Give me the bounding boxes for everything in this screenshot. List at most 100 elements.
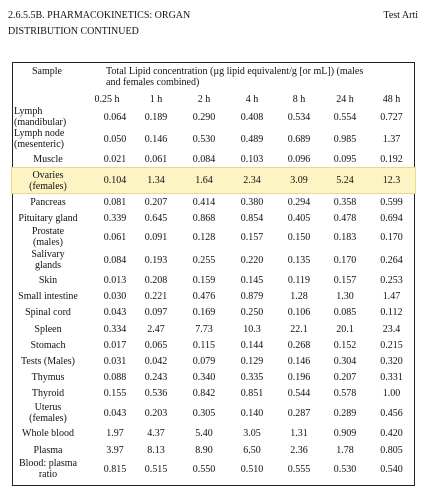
value-cell: 0.152 [333, 339, 357, 351]
value-cell: 0.129 [240, 355, 264, 367]
value-cell: 0.050 [103, 133, 127, 145]
table-body: Lymph (mandibular) 0.064 0.189 0.290 0.408 0.5… [11, 106, 416, 480]
value-cell: 0.476 [192, 291, 216, 302]
value-cell: 0.320 [380, 355, 403, 367]
value-cell: 0.193 [144, 254, 168, 266]
time-header: 1 h [149, 93, 163, 105]
value-cell: 0.081 [103, 196, 127, 208]
table-row: Thyroid 0.155 0.536 0.842 0.851 0.544 0.578 1.0… [12, 385, 415, 401]
value-cell: 0.334 [103, 323, 127, 335]
value-cell: 1.34 [132, 168, 180, 193]
sample-name-cell: Salivary glands [12, 248, 82, 272]
value-cell: 0.155 [103, 387, 127, 399]
value-cell: 0.294 [287, 196, 311, 208]
value-cell: 0.169 [192, 307, 216, 318]
value-cell: 0.207 [144, 196, 168, 208]
value-cell: 0.085 [333, 307, 357, 318]
value-cell: 0.135 [287, 254, 311, 266]
sample-name-cell: Tests (Males) [12, 353, 82, 369]
sample-name-line: Lymph node [14, 128, 65, 139]
sample-name-line: Plasma [33, 444, 63, 456]
sample-name-line: Whole blood [22, 428, 74, 439]
value-cell: 0.544 [287, 387, 311, 399]
value-cell: 0.064 [103, 111, 127, 123]
value-cell: 7.73 [195, 323, 213, 335]
value-cell: 0.268 [287, 339, 311, 351]
value-cell: 0.304 [333, 355, 357, 367]
value-cell: 8.90 [195, 444, 213, 456]
value-cell: 5.40 [195, 428, 213, 439]
value-cell: 0.112 [380, 307, 403, 318]
value-cell: 0.555 [287, 463, 311, 475]
value-cell: 0.095 [333, 153, 357, 165]
sample-name-line: Tests (Males) [20, 355, 75, 367]
value-cell: 12.3 [368, 168, 415, 193]
value-cell: 0.157 [240, 231, 264, 243]
table-row: Uterus (females) 0.043 0.203 0.305 0.140 0.287… [12, 401, 415, 425]
value-cell: 0.021 [103, 153, 127, 165]
value-cell: 1.30 [336, 291, 354, 302]
value-cell: 0.727 [380, 111, 403, 123]
value-cell: 0.868 [192, 213, 216, 224]
value-cell: 1.97 [106, 428, 124, 439]
table-row: Lymph (mandibular) 0.064 0.189 0.290 0.408 0.5… [12, 106, 415, 128]
value-cell: 2.34 [228, 168, 276, 193]
value-cell: 0.689 [287, 133, 311, 145]
value-cell: 0.243 [144, 371, 168, 383]
total-lipid-header-line-1: Total Lipid concentration (µg lipid equi… [106, 66, 364, 77]
page-title-line-2: DISTRIBUTION CONTINUED [8, 26, 139, 37]
value-cell: 6.50 [243, 444, 261, 456]
value-cell: 0.331 [380, 371, 403, 383]
sample-name-cell: Pituitary gland [12, 211, 82, 226]
value-cell: 0.128 [192, 231, 216, 243]
sample-name-line: Stomach [30, 339, 66, 351]
sample-name-line: (mandibular) [14, 117, 67, 128]
table-header-row: Sample Total Lipid concentration (µg lip… [12, 66, 415, 92]
value-cell: 0.192 [380, 153, 403, 165]
value-cell: 1.37 [382, 133, 401, 145]
value-cell: 0.183 [333, 231, 357, 243]
sample-name-line: Pituitary gland [18, 213, 78, 224]
sample-name-cell: Lymph (mandibular) [12, 106, 82, 128]
table-row: Thymus 0.088 0.243 0.340 0.335 0.196 0.207 0.33… [12, 369, 415, 385]
sample-name-line: Prostate [31, 226, 65, 237]
sample-name-cell: Skin [12, 272, 82, 289]
value-cell: 5.24 [322, 168, 368, 193]
sample-name-cell: Ovaries (females) [12, 168, 82, 193]
value-cell: 0.985 [333, 133, 357, 145]
value-cell: 1.64 [180, 168, 228, 193]
value-cell: 0.203 [144, 407, 168, 419]
value-cell: 0.196 [287, 371, 311, 383]
value-cell: 0.420 [380, 428, 403, 439]
value-cell: 0.253 [380, 275, 403, 286]
value-cell: 0.510 [240, 463, 264, 475]
sample-name-line: Ovaries [32, 169, 64, 181]
sample-name-cell: Plasma [12, 442, 82, 458]
table-row: Whole blood 1.97 4.37 5.40 3.05 1.31 0.909 0.42… [12, 425, 415, 442]
value-cell: 0.146 [144, 133, 168, 145]
sample-name-line: (females) [29, 180, 67, 192]
sample-name-cell: Muscle [12, 150, 82, 168]
value-cell: 0.645 [144, 213, 168, 224]
sample-column-header: Sample [32, 66, 62, 77]
sample-name-line: Uterus [34, 402, 62, 413]
value-cell: 0.215 [380, 339, 403, 351]
value-cell: 0.250 [240, 307, 264, 318]
time-header: 0.25 h [94, 93, 120, 105]
value-cell: 0.380 [240, 196, 264, 208]
value-cell: 0.031 [103, 355, 127, 367]
value-cell: 0.088 [103, 371, 127, 383]
table-row: Small intestine 0.030 0.221 0.476 0.879 1.28 1… [12, 289, 415, 304]
value-cell: 0.170 [333, 254, 357, 266]
value-cell: 0.489 [240, 133, 264, 145]
value-cell: 0.550 [192, 463, 216, 475]
value-cell: 0.456 [380, 407, 403, 419]
value-cell: 0.599 [380, 196, 403, 208]
value-cell: 0.140 [240, 407, 264, 419]
value-cell: 0.207 [333, 371, 357, 383]
value-cell: 0.530 [333, 463, 357, 475]
value-cell: 0.408 [240, 111, 264, 123]
table-row: Spinal cord 0.043 0.097 0.169 0.250 0.106 0.08… [12, 304, 415, 321]
value-cell: 23.4 [382, 323, 401, 335]
value-cell: 0.065 [144, 339, 168, 351]
